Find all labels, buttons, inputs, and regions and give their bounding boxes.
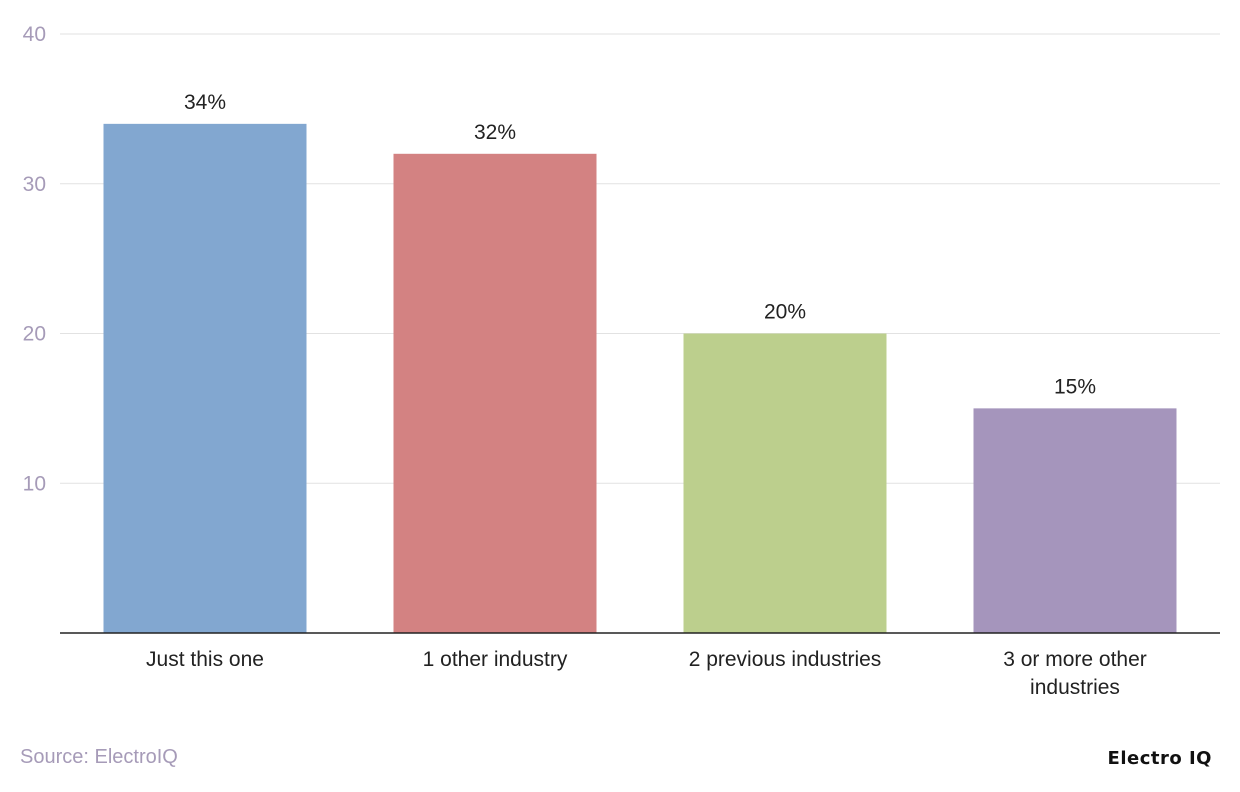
bar xyxy=(103,123,307,633)
category-label: 3 or more other industries xyxy=(1003,648,1147,699)
category-label-line: 2 previous industries xyxy=(689,648,882,671)
brand-logo: Electro IQ xyxy=(1107,748,1212,769)
data-labels: 34% 32% 20% 15% xyxy=(184,91,1096,399)
x-axis-categories: Just this one 1 other industry 2 previous … xyxy=(146,648,1147,699)
y-tick-label: 10 xyxy=(23,472,46,495)
bars xyxy=(103,123,1177,634)
y-tick-label: 30 xyxy=(23,173,46,196)
bar-chart: 10 20 30 40 34% 32% 20% 15% Just this one 1 oth… xyxy=(23,23,1220,699)
bar-value-label: 32% xyxy=(474,121,516,144)
source-note: Source: ElectroIQ xyxy=(20,746,178,768)
bar-value-label: 20% xyxy=(764,301,806,324)
category-label-line: 3 or more other xyxy=(1003,648,1147,671)
category-label-line: Just this one xyxy=(146,648,264,671)
category-label: 1 other industry xyxy=(423,648,568,671)
category-label: 2 previous industries xyxy=(689,648,882,671)
y-tick-label: 20 xyxy=(23,323,46,346)
bar xyxy=(393,153,597,634)
y-axis-ticks: 10 20 30 40 xyxy=(23,23,46,495)
bar xyxy=(683,333,887,633)
y-tick-label: 40 xyxy=(23,23,46,46)
bar-value-label: 34% xyxy=(184,91,226,114)
category-label-line: industries xyxy=(1030,676,1120,699)
category-label: Just this one xyxy=(146,648,264,671)
bar xyxy=(973,408,1177,633)
bar-value-label: 15% xyxy=(1054,375,1096,398)
category-label-line: 1 other industry xyxy=(423,648,568,671)
